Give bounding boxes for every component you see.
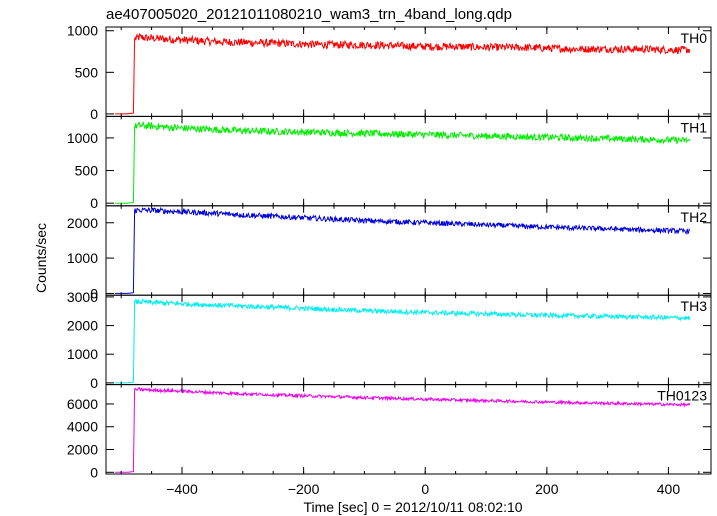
y-tick-label: 2000: [67, 442, 98, 458]
panel-frame-th0123: [105, 384, 712, 475]
x-axis-label: Time [sec] 0 = 2012/10/11 08:02:10: [303, 499, 522, 515]
y-tick-label: 4000: [67, 419, 98, 435]
y-axis-label: Counts/sec: [33, 223, 49, 293]
x-tick-label: −200: [288, 481, 320, 497]
y-tick-label: 0: [90, 375, 98, 391]
y-tick-label: 3000: [67, 289, 98, 305]
y-tick-label: 500: [75, 64, 99, 80]
y-tick-label: 1000: [67, 346, 98, 362]
panel-label-th1: TH1: [681, 119, 708, 135]
series-line-th0123: [115, 387, 691, 473]
y-tick-label: 1000: [67, 130, 98, 146]
chart-title: ae407005020_20121011080210_wam3_trn_4ban…: [106, 6, 512, 23]
x-tick-label: 400: [657, 481, 681, 497]
series-line-th3: [115, 297, 691, 384]
y-tick-label: 0: [90, 195, 98, 211]
series-line-th0: [115, 32, 691, 115]
panel-label-th3: TH3: [681, 298, 708, 314]
panel-label-th0123: TH0123: [657, 388, 707, 404]
y-tick-label: 0: [90, 106, 98, 122]
panel-label-th2: TH2: [681, 209, 708, 225]
y-tick-label: 1000: [67, 250, 98, 266]
panel-frame-th3: [105, 294, 712, 386]
panel-frame-th2: [105, 205, 712, 296]
y-tick-label: 0: [90, 464, 98, 480]
x-tick-label: −400: [166, 481, 198, 497]
y-tick-label: 500: [75, 163, 99, 179]
y-tick-label: 1000: [67, 23, 98, 39]
series-line-th2: [115, 206, 691, 294]
x-tick-label: 0: [421, 481, 429, 497]
x-tick-label: 200: [535, 481, 559, 497]
y-tick-label: 2000: [67, 215, 98, 231]
y-tick-label: 0: [90, 285, 98, 301]
y-tick-label: 2000: [67, 318, 98, 334]
series-line-th1: [115, 120, 691, 204]
y-tick-label: 6000: [67, 396, 98, 412]
panel-label-th0: TH0: [681, 30, 708, 46]
